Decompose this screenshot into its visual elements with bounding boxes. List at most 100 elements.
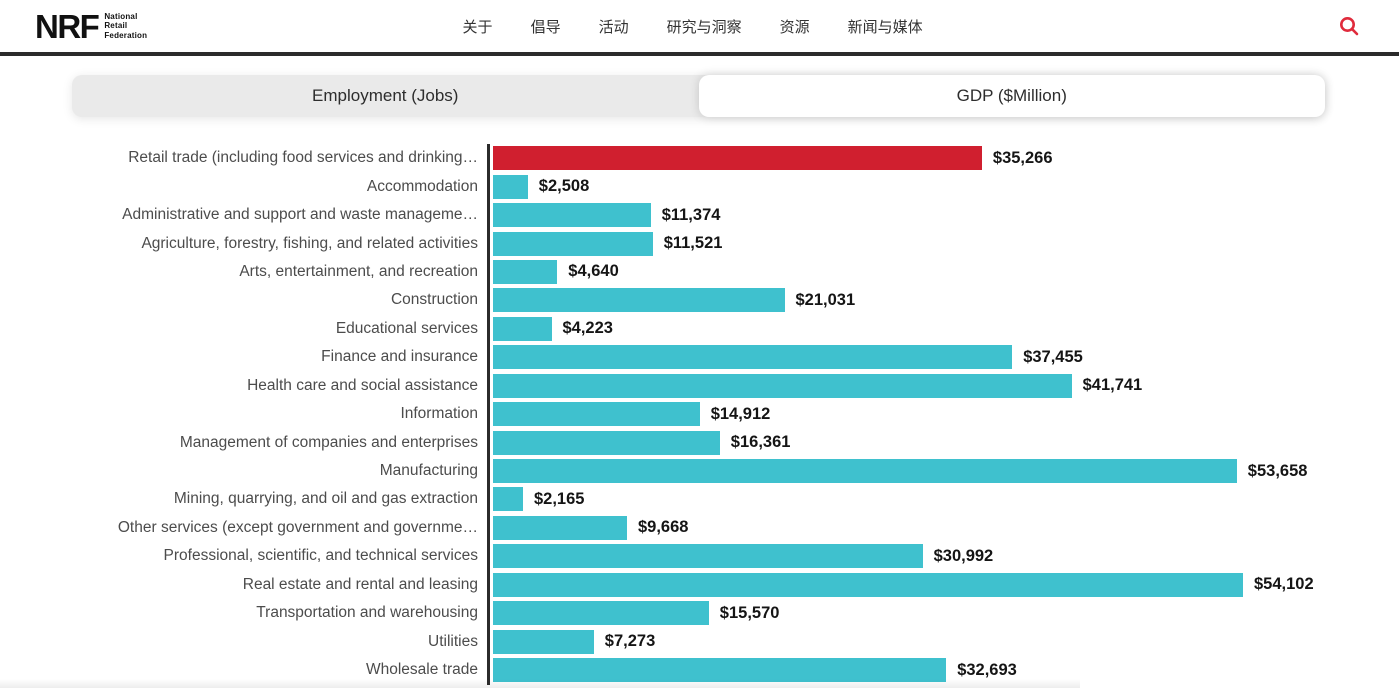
category-label: Educational services (335, 319, 478, 337)
chart-row: Transportation and warehousing $15,570 (0, 599, 1399, 627)
category-label: Information (400, 405, 478, 423)
value-label: $2,508 (538, 177, 590, 196)
chart-row: Mining, quarrying, and oil and gas extra… (0, 485, 1399, 513)
nav-item-1[interactable]: 倡导 (530, 18, 561, 36)
nav-item-4[interactable]: 资源 (779, 18, 810, 36)
category-label: Construction (390, 291, 478, 309)
nav-item-0[interactable]: 关于 (462, 18, 493, 36)
main-nav: 关于 倡导 活动 研究与洞察 资源 新闻与媒体 (463, 0, 923, 52)
category-label: Retail trade (including food services an… (128, 149, 478, 167)
bar-wrap: $11,374 (488, 203, 1399, 228)
chart-row: Administrative and support and waste man… (0, 201, 1399, 229)
nav-item-3[interactable]: 研究与洞察 (666, 18, 742, 36)
value-label: $35,266 (992, 148, 1053, 167)
bar-wrap: $2,508 (488, 174, 1399, 199)
bar[interactable] (493, 601, 709, 626)
bar[interactable] (493, 373, 1072, 398)
value-label: $7,273 (604, 632, 656, 651)
chart-row: Finance and insurance $37,455 (0, 343, 1399, 371)
bar[interactable] (493, 402, 700, 427)
bar-wrap: $14,912 (488, 402, 1399, 427)
bar[interactable] (493, 231, 653, 256)
chart-row: Management of companies and enterprises $… (0, 428, 1399, 456)
value-label: $16,361 (730, 433, 791, 452)
value-label: $11,374 (661, 205, 721, 224)
site-header: NRF National Retail Federation 关于 倡导 活动 研究与… (0, 0, 1399, 52)
bar[interactable] (493, 459, 1237, 484)
nav-item-5[interactable]: 新闻与媒体 (847, 18, 923, 36)
value-label: $15,570 (719, 603, 780, 622)
chart-row: Wholesale trade $32,693 (0, 656, 1399, 684)
chart-row: Real estate and rental and leasing $54,10… (0, 571, 1399, 599)
chart-row: Professional, scientific, and technical … (0, 542, 1399, 570)
nav-item-2[interactable]: 活动 (598, 18, 629, 36)
category-label: Administrative and support and waste man… (122, 206, 478, 224)
chart-tabs: Employment (Jobs) GDP ($Million) (72, 75, 1325, 117)
value-label: $41,741 (1082, 376, 1143, 395)
bar-wrap: $11,521 (488, 231, 1399, 256)
bar[interactable] (493, 316, 552, 341)
bar-wrap: $35,266 (488, 146, 1399, 171)
bar-wrap: $9,668 (488, 515, 1399, 540)
value-label: $14,912 (710, 404, 771, 423)
category-label: Utilities (428, 632, 478, 650)
bar[interactable] (493, 174, 528, 199)
bar-wrap: $32,693 (488, 658, 1399, 683)
category-label: Accommodation (366, 177, 478, 195)
chart-row: Other services (except government and go… (0, 514, 1399, 542)
bar-wrap: $7,273 (488, 629, 1399, 654)
chart-row: Retail trade (including food services an… (0, 144, 1399, 172)
tab-employment-jobs[interactable]: Employment (Jobs) (312, 86, 459, 105)
tab-gdp-million[interactable]: GDP ($Million) (698, 75, 1325, 117)
category-label: Professional, scientific, and technical … (163, 547, 478, 565)
bar[interactable] (493, 572, 1243, 597)
category-label: Manufacturing (379, 462, 478, 480)
bar[interactable] (493, 658, 947, 683)
bar-wrap: $41,741 (488, 373, 1399, 398)
bar-wrap: $37,455 (488, 345, 1399, 370)
bar[interactable] (493, 487, 523, 512)
header-divider (0, 52, 1399, 56)
bar[interactable] (493, 345, 1013, 370)
value-label: $2,165 (534, 489, 585, 508)
bar[interactable] (493, 259, 558, 284)
value-label: $54,102 (1254, 575, 1314, 594)
bar[interactable] (493, 430, 720, 455)
value-label: $11,521 (663, 234, 723, 253)
chart-row: Agriculture, forestry, fishing, and rela… (0, 229, 1399, 257)
logo-tagline-line: Retail (104, 21, 128, 31)
category-label: Wholesale trade (365, 661, 478, 679)
value-label: $9,668 (638, 518, 689, 537)
bar-wrap: $30,992 (488, 544, 1399, 569)
logo-tagline: National Retail Federation (104, 12, 147, 41)
value-label: $32,693 (957, 660, 1017, 679)
bar[interactable] (493, 515, 627, 540)
y-axis-line (487, 144, 490, 685)
category-label: Agriculture, forestry, fishing, and rela… (141, 234, 478, 252)
search-icon[interactable] (1337, 14, 1361, 38)
category-label: Transportation and warehousing (256, 604, 478, 622)
nrf-logo[interactable]: NRF National Retail Federation (35, 10, 147, 43)
bar-highlighted[interactable] (493, 146, 982, 171)
category-label: Health care and social assistance (247, 376, 478, 394)
category-label: Other services (except government and go… (117, 518, 478, 536)
value-label: $53,658 (1247, 461, 1308, 480)
logo-tagline-line: Federation (104, 30, 148, 40)
bar-wrap: $4,640 (488, 259, 1399, 284)
category-label: Finance and insurance (321, 348, 478, 366)
bar[interactable] (493, 203, 651, 228)
bar[interactable] (493, 544, 923, 569)
chart-row: Health care and social assistance $41,741 (0, 372, 1399, 400)
bar-wrap: $53,658 (488, 459, 1399, 484)
value-label: $21,031 (795, 290, 856, 309)
gdp-bar-chart: Retail trade (including food services an… (0, 144, 1399, 685)
category-label: Mining, quarrying, and oil and gas extra… (173, 490, 478, 508)
bar-wrap: $21,031 (488, 288, 1399, 313)
category-label: Real estate and rental and leasing (242, 575, 478, 593)
bar[interactable] (493, 288, 785, 313)
bar[interactable] (493, 629, 594, 654)
bar-wrap: $4,223 (488, 316, 1399, 341)
chart-rows: Retail trade (including food services an… (0, 144, 1399, 684)
category-label: Management of companies and enterprises (179, 433, 478, 451)
